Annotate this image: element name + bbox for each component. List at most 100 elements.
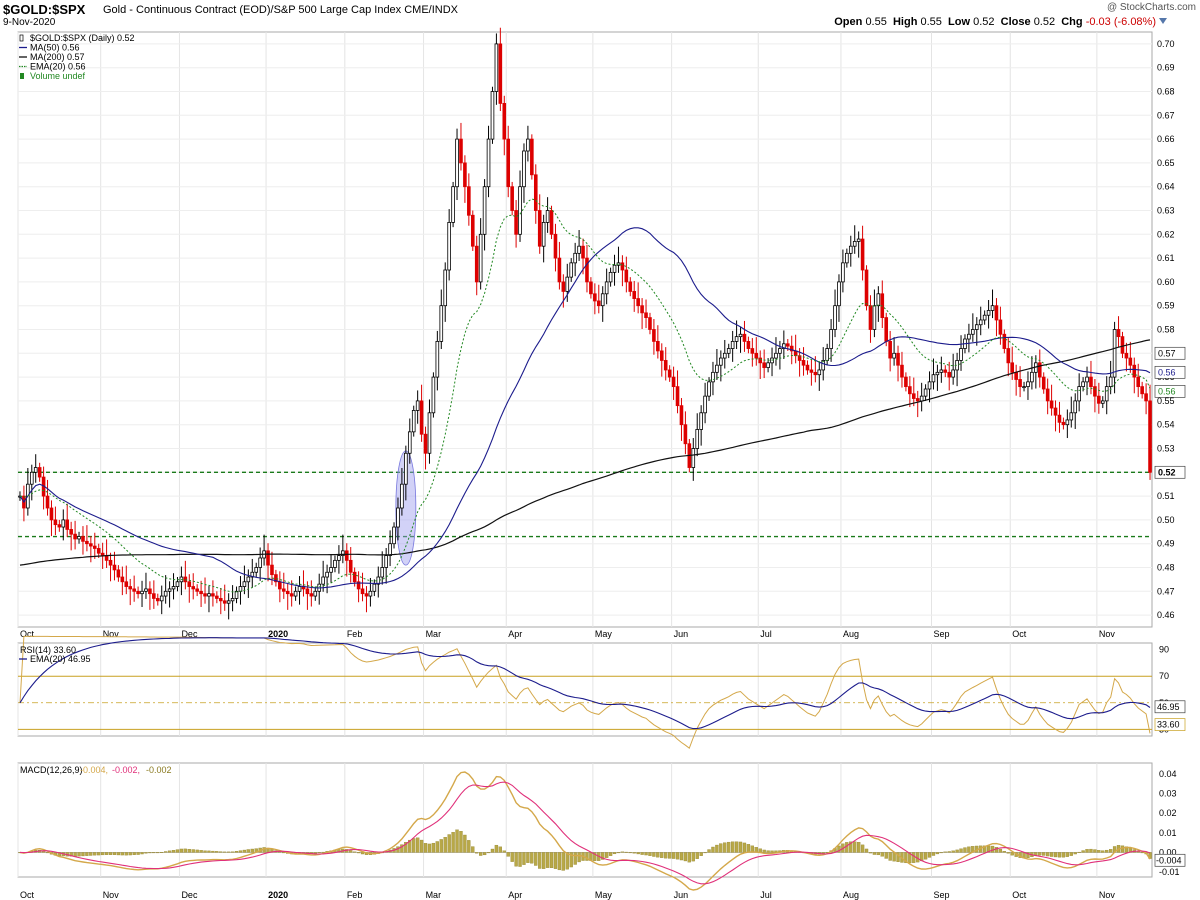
- x-tick-label: Nov: [103, 629, 120, 639]
- chevron-down-icon[interactable]: [1159, 18, 1167, 24]
- candle-body: [108, 559, 113, 566]
- macd-y-tick: 0.04: [1159, 769, 1177, 779]
- macd-histogram-bar: [124, 852, 128, 856]
- macd-histogram-bar: [734, 841, 739, 853]
- macd-histogram-bar: [703, 852, 707, 854]
- candle-body: [1089, 376, 1093, 388]
- candle-body: [789, 345, 794, 352]
- candle-body: [325, 571, 329, 578]
- macd-histogram-bar: [605, 852, 609, 858]
- x-tick-label: Oct: [20, 890, 35, 900]
- candle-body: [411, 410, 416, 433]
- macd-histogram-bar: [660, 852, 664, 858]
- x-tick-label: Oct: [1012, 629, 1027, 639]
- candle-body: [246, 576, 251, 583]
- candle-body: [805, 364, 810, 371]
- y-tick-label: 0.48: [1157, 563, 1175, 573]
- candle-body: [1148, 400, 1152, 473]
- ma200-line: [19, 339, 1151, 566]
- macd-histogram-bar: [715, 844, 719, 853]
- macd-histogram-bar: [1053, 852, 1058, 858]
- candle-body: [1081, 381, 1085, 388]
- candle-body: [1100, 400, 1105, 404]
- macd-histogram-bar: [494, 844, 499, 853]
- candle-body: [852, 241, 857, 247]
- macd-histogram-bar: [821, 852, 825, 854]
- candle-body: [297, 586, 302, 592]
- macd-histogram-bar: [69, 852, 73, 857]
- candle-body: [766, 362, 770, 368]
- candle-body: [974, 324, 979, 330]
- macd-legend-value: -0.002,: [112, 765, 140, 775]
- macd-histogram-bar: [1077, 851, 1081, 853]
- candle-body: [715, 364, 719, 373]
- candle-body: [900, 364, 904, 378]
- macd-histogram-bar: [451, 832, 455, 853]
- candle-body: [427, 412, 432, 454]
- macd-histogram-bar: [1073, 852, 1077, 855]
- ema20-value-tag-box: [1154, 385, 1186, 398]
- macd-histogram-bar: [857, 842, 861, 853]
- legend-label: $GOLD:$SPX (Daily) 0.52: [30, 33, 135, 43]
- macd-histogram-bar: [41, 851, 46, 853]
- candle-body: [494, 43, 499, 92]
- macd-histogram-bar: [1042, 852, 1046, 856]
- macd-histogram-bar: [534, 852, 538, 866]
- macd-histogram-bar: [482, 852, 487, 856]
- candle-body: [53, 519, 58, 526]
- macd-histogram-bar: [640, 852, 644, 855]
- candle-body: [400, 483, 404, 509]
- macd-histogram-bar: [1109, 849, 1113, 853]
- macd-histogram-bar: [187, 848, 191, 853]
- x-tick-label: Sep: [934, 890, 950, 900]
- candle-body: [730, 340, 735, 349]
- macd-histogram-bar: [479, 852, 483, 856]
- rsi-ema-tag-box: [1154, 700, 1186, 714]
- candle-body: [632, 291, 637, 299]
- macd-histogram-bar: [687, 852, 691, 863]
- candle-body: [549, 210, 554, 235]
- candle-body: [919, 395, 924, 402]
- candle-body: [671, 376, 676, 388]
- candle-body: [293, 590, 298, 597]
- candle-body: [167, 588, 172, 592]
- macd-histogram-bar: [164, 851, 168, 853]
- macd-histogram-bar: [770, 850, 774, 853]
- y-tick-label: 0.64: [1157, 182, 1175, 192]
- candle-body: [1120, 336, 1125, 354]
- candle-body: [581, 245, 585, 259]
- macd-histogram-bar: [553, 852, 558, 869]
- candle-body: [1053, 407, 1058, 416]
- macd-histogram-bar: [951, 850, 955, 853]
- candle-body: [612, 264, 617, 273]
- macd-histogram-bar: [1124, 846, 1129, 853]
- macd-histogram-bar: [408, 839, 412, 853]
- candle-body: [644, 312, 648, 318]
- candle-body: [203, 593, 207, 597]
- macd-histogram-bar: [545, 852, 550, 868]
- y-tick-label: 0.67: [1157, 110, 1175, 120]
- candle-body: [1057, 414, 1062, 423]
- macd-histogram-bar: [731, 841, 735, 853]
- macd-histogram-bar: [1038, 852, 1042, 856]
- macd-histogram-bar: [683, 852, 688, 862]
- candle-body: [833, 305, 837, 330]
- macd-histogram-bar: [872, 852, 877, 855]
- macd-histogram-bar: [356, 852, 361, 854]
- candle-body: [1010, 362, 1015, 373]
- candle-body: [923, 388, 928, 397]
- candle-body: [159, 595, 164, 602]
- candle-body: [112, 564, 117, 571]
- macd-histogram-bar: [419, 839, 424, 853]
- macd-histogram-bar: [1097, 850, 1101, 853]
- candle-body: [1014, 371, 1018, 380]
- candle-body: [211, 593, 215, 597]
- macd-histogram-bar: [242, 849, 247, 853]
- candle-body: [305, 588, 310, 595]
- macd-histogram-bar: [561, 852, 565, 871]
- macd-histogram-bar: [463, 834, 467, 853]
- candle-body: [1049, 400, 1054, 409]
- chart-header: $GOLD:$SPX Gold - Continuous Contract (E…: [0, 0, 1200, 30]
- candle-body: [254, 567, 259, 573]
- macd-histogram-bar: [278, 851, 282, 853]
